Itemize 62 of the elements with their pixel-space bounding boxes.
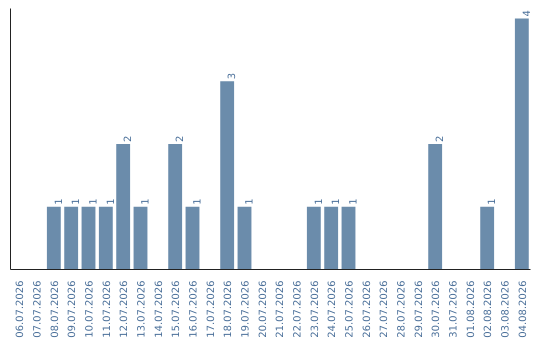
bar (116, 144, 130, 270)
bar (324, 206, 338, 270)
data-label: 1 (244, 198, 256, 205)
bar (342, 206, 356, 270)
bar (64, 206, 78, 270)
x-tick-label: 27.07.2026 (379, 280, 390, 338)
x-tick-label: 25.07.2026 (344, 280, 356, 338)
x-tick-label: 16.07.2026 (188, 280, 200, 338)
x-tick-label: 15.07.2026 (171, 280, 182, 338)
x-tick-label: 28.07.2026 (396, 280, 408, 338)
x-tick-label: 21.07.2026 (275, 280, 286, 338)
data-label: 1 (106, 198, 117, 205)
data-label: 1 (54, 198, 65, 205)
x-tick-label: 01.08.2026 (466, 280, 477, 338)
data-label: 1 (348, 198, 360, 205)
x-tick-label: 02.08.2026 (483, 280, 494, 338)
x-tick-label: 07.07.2026 (32, 280, 44, 338)
x-tick-label: 26.07.2026 (362, 280, 373, 338)
data-label: 1 (192, 198, 204, 205)
data-label: 1 (71, 198, 82, 205)
bar (168, 144, 182, 270)
data-label: 4 (522, 10, 533, 17)
bar (46, 206, 61, 270)
data-label: 1 (314, 198, 325, 205)
bar (238, 206, 252, 270)
x-tick-label: 24.07.2026 (327, 280, 338, 338)
x-tick-label: 31.07.2026 (448, 280, 460, 338)
data-label: 2 (435, 136, 446, 142)
data-label: 3 (227, 72, 238, 80)
data-label: 1 (331, 198, 342, 205)
x-tick-label: 20.07.2026 (258, 280, 269, 338)
bar (82, 206, 96, 270)
bar (98, 206, 113, 270)
x-tick-label: 06.07.2026 (15, 280, 26, 338)
x-tick-label: 13.07.2026 (136, 280, 148, 338)
bar (186, 206, 200, 270)
x-tick-label: 29.07.2026 (414, 280, 425, 338)
x-tick-label: 04.08.2026 (518, 280, 529, 338)
data-label: 2 (175, 136, 186, 142)
x-tick-label: 12.07.2026 (119, 280, 130, 338)
data-label: 2 (123, 136, 134, 142)
x-tick-label: 03.08.2026 (500, 280, 512, 338)
x-tick-label: 22.07.2026 (292, 280, 304, 338)
x-tick-label: 23.07.2026 (310, 280, 321, 338)
bar (306, 206, 321, 270)
bar (134, 206, 148, 270)
x-tick-label: 09.07.2026 (67, 280, 78, 338)
x-tick-label: 14.07.2026 (154, 280, 165, 338)
x-tick-label: 08.07.2026 (50, 280, 61, 338)
x-tick-label: 11.07.2026 (102, 280, 113, 338)
bar (428, 144, 442, 270)
data-label: 1 (88, 198, 100, 205)
x-tick-label: 17.07.2026 (206, 280, 217, 338)
data-label: 1 (140, 198, 152, 205)
bar (480, 206, 494, 270)
x-tick-label: 18.07.2026 (223, 280, 234, 338)
x-tick-label: 19.07.2026 (240, 280, 252, 338)
bar (220, 81, 234, 270)
x-tick-label: 30.07.2026 (431, 280, 442, 338)
data-label: 1 (487, 198, 498, 205)
bar (514, 18, 529, 270)
x-tick-label: 10.07.2026 (84, 280, 96, 338)
